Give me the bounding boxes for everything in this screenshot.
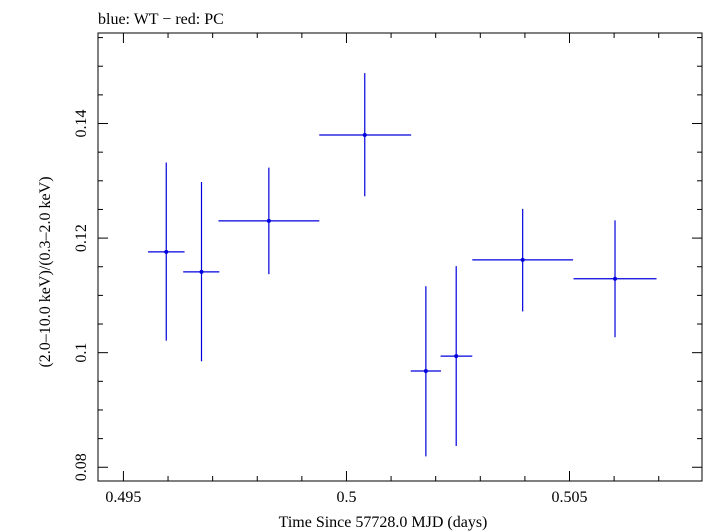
chart-title: blue: WT − red: PC <box>98 11 224 28</box>
x-axis-ticks: 0.495 0.5 0.505 <box>105 33 660 506</box>
x-tick-label: 0.505 <box>552 489 588 506</box>
data-marker <box>362 132 367 137</box>
y-axis-ticks: 0.08 0.1 0.12 0.14 <box>73 37 702 481</box>
data-point <box>319 73 412 197</box>
data-point <box>440 266 473 447</box>
data-point <box>183 181 220 362</box>
x-tick-label: 0.495 <box>105 489 141 506</box>
data-point <box>147 162 185 341</box>
y-tick-label: 0.08 <box>73 453 90 481</box>
data-marker <box>520 257 525 262</box>
data-point <box>218 167 320 275</box>
x-tick-label: 0.5 <box>336 489 356 506</box>
data-points <box>147 73 657 457</box>
x-axis-label: Time Since 57728.0 MJD (days) <box>279 514 488 531</box>
y-tick-label: 0.14 <box>73 110 90 138</box>
data-marker <box>266 218 271 223</box>
y-tick-label: 0.12 <box>73 224 90 252</box>
y-axis-label: (2.0–10.0 keV)/(0.3–2.0 keV) <box>37 176 54 367</box>
data-marker <box>164 249 169 254</box>
data-marker <box>423 369 428 374</box>
y-tick-label: 0.1 <box>73 343 90 363</box>
data-point <box>573 220 657 338</box>
data-marker <box>199 269 204 274</box>
data-point <box>472 208 574 312</box>
data-marker <box>454 354 459 359</box>
data-point <box>410 286 442 457</box>
data-marker <box>613 276 618 281</box>
plot-frame <box>97 32 703 482</box>
